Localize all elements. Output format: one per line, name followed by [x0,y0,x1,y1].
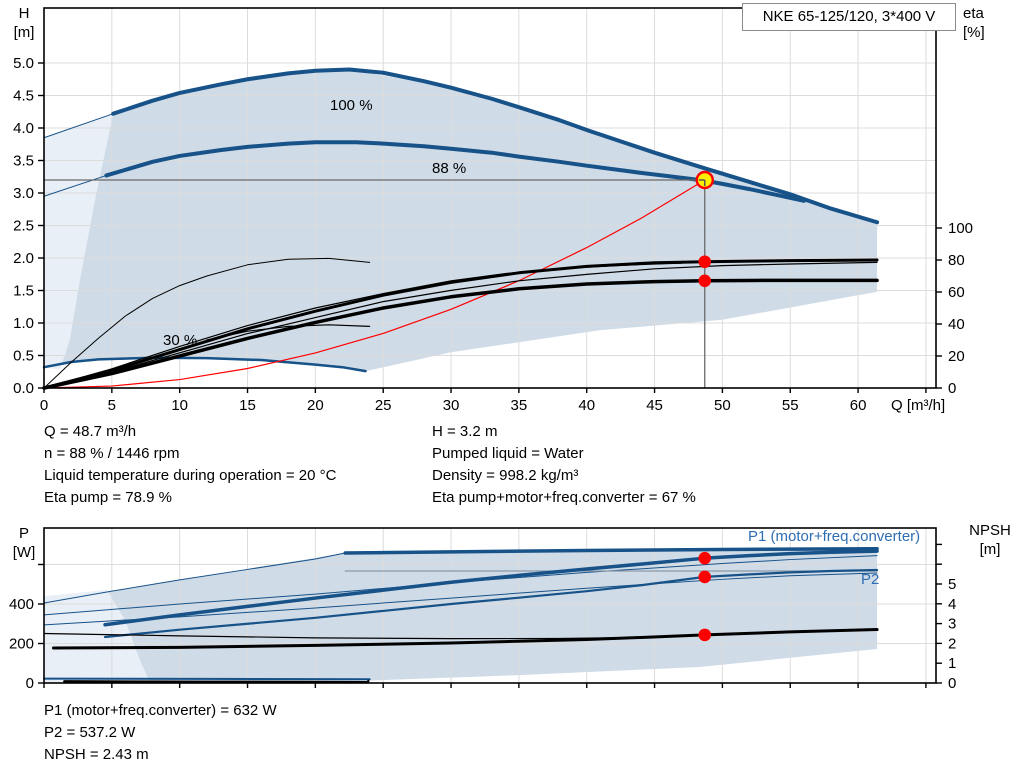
right-tick-label: 3 [948,616,956,633]
npsh-axis-title: NPSH [m] [969,522,1011,558]
min-speed-curve-30pct [42,356,367,373]
min-speed-power-black [63,680,370,684]
envelope-thin-upper [43,113,114,139]
info-q: Q = 48.7 m³/h [44,423,137,440]
curve-100pct [111,67,880,225]
info-h: H = 3.2 m [432,423,498,440]
left-tick-label: 4.5 [13,88,34,105]
operating-envelope [44,69,878,372]
info-p2: P2 = 537.2 W [44,724,136,741]
left-tick-label: 0 [26,675,34,692]
left-tick-label: 1.0 [13,315,34,332]
info-npsh: NPSH = 2.43 m [44,746,149,763]
info-p1: P1 (motor+freq.converter) = 632 W [44,702,277,719]
left-tick-label: 4.0 [13,120,34,137]
p2-duty-curve [103,568,879,639]
q-axis-title: Q [m³/h] [891,397,946,414]
duty-point-dot [698,274,712,288]
min-speed-power-blue [43,677,371,681]
x-tick-label: 55 [782,397,799,414]
info-n: n = 88 % / 1446 rpm [44,445,180,462]
h-axis-title: H [m] [13,5,35,41]
x-tick-label: 10 [171,397,188,414]
duty-info-left: Q = 48.7 m³/h n = 88 % / 1446 rpm Liquid… [44,421,336,509]
p1-curve-label: P1 (motor+freq.converter) [748,528,921,545]
left-tick-label: 2.5 [13,218,34,235]
power-info-block: P1 (motor+freq.converter) = 632 W P2 = 5… [44,700,277,766]
duty-info-right: H = 3.2 m Pumped liquid = Water Density … [432,421,696,509]
left-tick-label: 0.0 [13,380,34,397]
right-tick-label: 100 [948,220,973,237]
x-tick-label: 5 [108,397,116,414]
x-tick-label: 15 [239,397,256,414]
eta-pump-curve [42,258,879,390]
right-tick-label: 5 [948,576,956,593]
left-tick-label: 200 [9,636,34,653]
left-tick-label: 3.5 [13,153,34,170]
x-tick-label: 45 [646,397,663,414]
left-tick-label: 5.0 [13,55,34,72]
right-tick-label: 0 [948,380,956,397]
p1-duty-curve [103,549,879,627]
eta-axis-title: eta [%] [963,5,985,41]
system-affinity-curve [43,179,706,389]
x-tick-label: 40 [578,397,595,414]
right-tick-label: 40 [948,316,965,333]
right-tick-label: 1 [948,655,956,672]
info-pumped-liquid: Pumped liquid = Water [432,445,584,462]
p2-curve-label: P2 [861,571,880,588]
left-tick-label: 3.0 [13,185,34,202]
duty-point-dot [698,570,712,584]
x-tick-label: 20 [307,397,324,414]
p1-upper-thin [43,552,346,604]
left-tick-label: 1.5 [13,283,34,300]
info-eta-pump: Eta pump = 78.9 % [44,489,172,506]
right-tick-label: 4 [948,596,956,613]
mid-thin [43,572,878,626]
npsh-thin [43,632,642,640]
right-tick-label: 80 [948,252,965,269]
duty-point-dot [698,628,712,642]
left-tick-label: 400 [9,596,34,613]
npsh-curve [51,628,879,650]
envelope-light-sliver [44,113,114,370]
left-tick-label: 0.5 [13,348,34,365]
p1-max-flat [343,546,879,555]
x-tick-label: 35 [511,397,528,414]
p-axis-title: P [W] [12,525,36,561]
pump-title-box: NKE 65-125/120, 3*400 V [742,3,956,31]
right-tick-label: 20 [948,348,965,365]
speed-label-min: 30 % [163,332,198,349]
info-density: Density = 998.2 kg/m³ [432,467,579,484]
x-tick-label: 25 [375,397,392,414]
envelope-thin-lower [43,174,107,197]
duty-point-dot [698,551,712,565]
right-tick-label: 2 [948,635,956,652]
x-tick-label: 30 [443,397,460,414]
duty-point-dot [698,255,712,269]
info-eta-total: Eta pump+motor+freq.converter = 67 % [432,489,696,506]
plot-border [43,527,937,684]
x-tick-label: 50 [714,397,731,414]
plot-border [43,7,937,389]
right-tick-label: 60 [948,284,965,301]
x-tick-label: 60 [850,397,867,414]
eta-thin-a [43,261,878,389]
info-liquid-temp: Liquid temperature during operation = 20… [44,467,337,484]
left-tick-label: 2.0 [13,250,34,267]
speed-label-100pct: 100 % [330,97,373,114]
x-tick-label: 0 [40,397,48,414]
eta-total-curve [42,278,879,390]
right-tick-label: 0 [948,675,956,692]
eta-arc-thin [43,257,371,389]
speed-label-88pct: 88 % [432,160,467,177]
p2-upper-thin [43,555,878,616]
